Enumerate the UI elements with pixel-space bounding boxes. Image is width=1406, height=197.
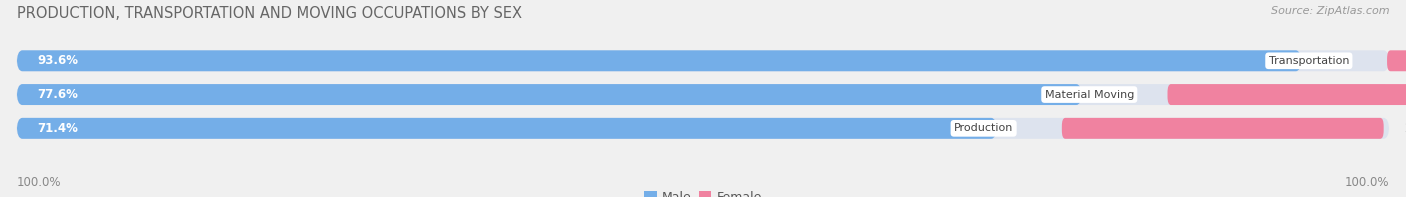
Legend: Male, Female: Male, Female <box>640 186 766 197</box>
FancyBboxPatch shape <box>1062 118 1384 139</box>
FancyBboxPatch shape <box>17 50 1389 71</box>
FancyBboxPatch shape <box>1388 50 1406 71</box>
Text: 100.0%: 100.0% <box>1344 176 1389 189</box>
FancyBboxPatch shape <box>17 118 997 139</box>
FancyBboxPatch shape <box>17 118 1389 139</box>
Text: Material Moving: Material Moving <box>1045 90 1135 99</box>
Text: 100.0%: 100.0% <box>17 176 62 189</box>
FancyBboxPatch shape <box>1167 84 1406 105</box>
Text: Transportation: Transportation <box>1268 56 1350 66</box>
FancyBboxPatch shape <box>17 84 1081 105</box>
FancyBboxPatch shape <box>17 50 1302 71</box>
Text: 77.6%: 77.6% <box>38 88 79 101</box>
Text: Source: ZipAtlas.com: Source: ZipAtlas.com <box>1271 6 1389 16</box>
Text: 71.4%: 71.4% <box>38 122 79 135</box>
FancyBboxPatch shape <box>17 84 1389 105</box>
Text: PRODUCTION, TRANSPORTATION AND MOVING OCCUPATIONS BY SEX: PRODUCTION, TRANSPORTATION AND MOVING OC… <box>17 6 522 21</box>
Text: Production: Production <box>953 123 1014 133</box>
Text: 28.6%: 28.6% <box>1405 122 1406 135</box>
Text: 93.6%: 93.6% <box>38 54 79 67</box>
